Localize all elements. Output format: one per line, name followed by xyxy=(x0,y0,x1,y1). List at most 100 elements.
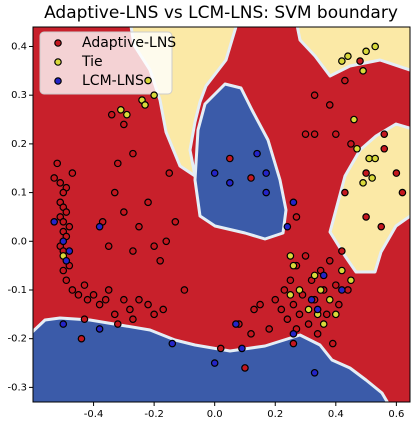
point xyxy=(129,315,137,324)
point xyxy=(126,305,134,314)
point xyxy=(253,149,261,158)
point xyxy=(310,271,319,280)
region-lcm xyxy=(193,82,288,241)
point xyxy=(168,339,177,348)
point xyxy=(289,339,298,348)
point xyxy=(286,291,295,299)
region-lcm xyxy=(33,316,390,402)
point xyxy=(226,179,234,187)
point xyxy=(129,247,137,255)
point xyxy=(377,222,386,231)
legend-label: Adaptive-LNS xyxy=(82,35,176,51)
point xyxy=(310,130,319,138)
point xyxy=(50,218,58,226)
point xyxy=(241,364,249,372)
point xyxy=(129,149,137,158)
point xyxy=(150,310,158,319)
x-tick-label: 0.4 xyxy=(328,409,344,420)
y-tick-label: -0.1 xyxy=(7,285,27,296)
y-tick-label: 0.3 xyxy=(11,90,27,101)
x-tick-label: 0.0 xyxy=(207,409,223,420)
point xyxy=(250,305,258,314)
point xyxy=(80,315,89,324)
point xyxy=(135,295,143,304)
point xyxy=(313,305,322,314)
point xyxy=(380,144,389,153)
point xyxy=(310,368,319,377)
point xyxy=(392,169,401,177)
point xyxy=(232,320,240,328)
point xyxy=(62,208,71,216)
point xyxy=(53,159,62,168)
point xyxy=(362,169,370,177)
point xyxy=(144,300,152,309)
point xyxy=(110,310,119,319)
point xyxy=(286,276,295,285)
point xyxy=(59,266,68,275)
point xyxy=(247,330,255,338)
point xyxy=(341,76,349,85)
point xyxy=(338,247,346,255)
point xyxy=(74,291,83,299)
point xyxy=(319,320,328,328)
point xyxy=(210,169,219,177)
point xyxy=(150,91,158,99)
y-tick-label: -0.3 xyxy=(7,382,27,393)
point xyxy=(156,256,164,265)
point xyxy=(286,252,295,260)
point xyxy=(289,330,298,338)
point xyxy=(347,140,355,148)
point xyxy=(113,320,122,328)
point xyxy=(301,130,310,138)
point xyxy=(316,286,325,294)
point xyxy=(59,320,68,328)
y-tick-label: -0.2 xyxy=(7,334,27,345)
point xyxy=(135,222,143,231)
point xyxy=(50,174,58,182)
point xyxy=(283,222,292,231)
point xyxy=(120,208,128,216)
point xyxy=(328,339,337,348)
point xyxy=(356,57,364,65)
point xyxy=(101,295,110,304)
point xyxy=(89,291,98,299)
point xyxy=(159,305,168,314)
region-tie xyxy=(295,27,410,78)
point xyxy=(325,256,334,265)
legend-marker xyxy=(54,77,62,85)
point xyxy=(325,101,334,109)
point xyxy=(256,300,264,309)
point xyxy=(59,218,68,226)
point xyxy=(295,310,304,319)
point xyxy=(359,67,367,75)
y-tick-label: 0.1 xyxy=(11,188,27,199)
point xyxy=(289,198,298,207)
legend-marker xyxy=(54,39,62,47)
point xyxy=(365,154,373,163)
point xyxy=(271,295,280,304)
point xyxy=(95,222,104,231)
y-tick-label: 0.4 xyxy=(11,41,27,52)
x-tick-label: -0.4 xyxy=(84,409,104,420)
point xyxy=(398,188,407,197)
point xyxy=(77,334,86,343)
point xyxy=(120,120,128,129)
point xyxy=(238,344,246,353)
point xyxy=(141,101,149,109)
point xyxy=(277,305,286,314)
point xyxy=(304,320,313,328)
x-tick-label: 0.2 xyxy=(267,409,283,420)
legend-box xyxy=(39,31,173,95)
point xyxy=(344,52,352,61)
point xyxy=(80,281,89,289)
point xyxy=(338,57,346,65)
legend-label: LCM-LNS xyxy=(82,73,144,89)
points xyxy=(50,42,407,377)
y-tick-label: 0.2 xyxy=(11,139,27,150)
point xyxy=(289,261,298,270)
point xyxy=(280,286,289,294)
x-tick-label: 0.6 xyxy=(388,409,404,420)
point xyxy=(304,305,313,314)
point xyxy=(180,286,189,294)
